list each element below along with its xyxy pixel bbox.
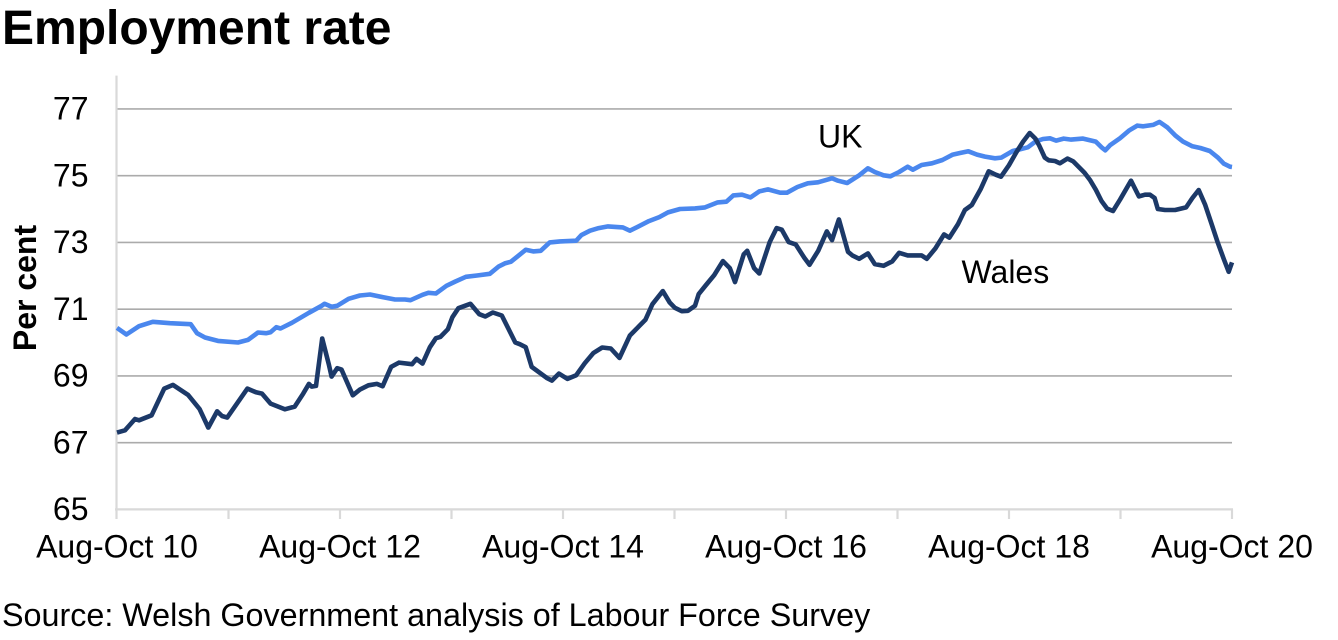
svg-text:69: 69 [53, 358, 89, 394]
svg-text:Aug-Oct 18: Aug-Oct 18 [928, 528, 1090, 564]
svg-text:Aug-Oct 10: Aug-Oct 10 [36, 528, 198, 564]
svg-text:Aug-Oct 14: Aug-Oct 14 [482, 528, 644, 564]
svg-text:77: 77 [53, 91, 89, 127]
svg-text:73: 73 [53, 224, 89, 260]
svg-text:65: 65 [53, 491, 89, 527]
svg-text:71: 71 [53, 291, 89, 327]
svg-text:Wales: Wales [962, 254, 1050, 290]
svg-text:Aug-Oct 12: Aug-Oct 12 [259, 528, 421, 564]
svg-text:Aug-Oct 20: Aug-Oct 20 [1151, 528, 1313, 564]
svg-text:UK: UK [818, 119, 862, 155]
svg-text:75: 75 [53, 158, 89, 194]
svg-text:Aug-Oct 16: Aug-Oct 16 [705, 528, 867, 564]
svg-text:Source: Welsh Government analy: Source: Welsh Government analysis of Lab… [2, 597, 871, 633]
svg-text:Employment rate: Employment rate [2, 2, 391, 55]
svg-text:Per cent: Per cent [7, 225, 43, 352]
svg-text:67: 67 [53, 425, 89, 461]
